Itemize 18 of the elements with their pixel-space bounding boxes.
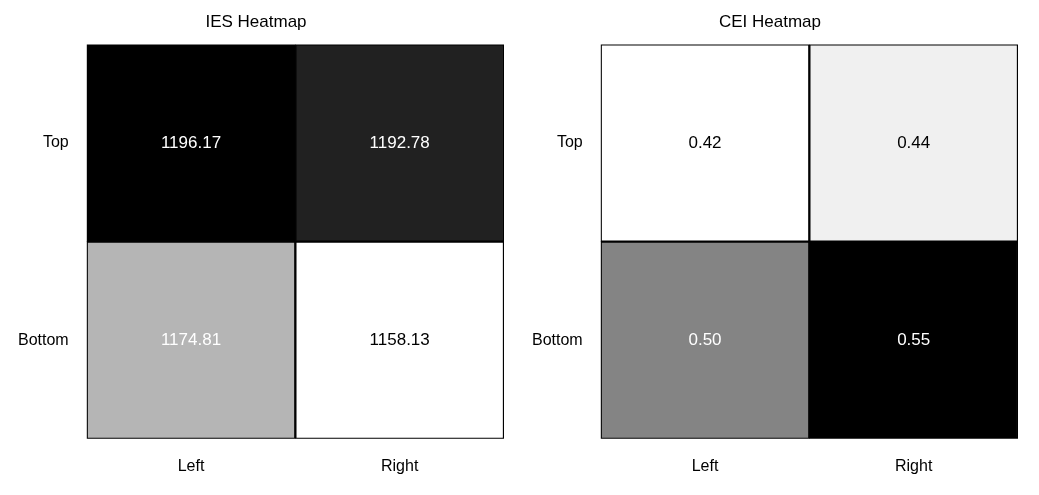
data-label: 0.55 <box>897 329 931 349</box>
data-label: 0.42 <box>688 132 722 152</box>
data-label: 0.44 <box>897 132 931 152</box>
chart-title: IES Heatmap <box>205 11 307 31</box>
x-tick-label: Left <box>691 456 719 474</box>
data-label: 0.50 <box>688 329 722 349</box>
x-tick-label: Left <box>177 456 205 474</box>
y-tick-label: Top <box>42 133 69 151</box>
data-label: 1196.17 <box>160 132 222 152</box>
x-tick-label: Right <box>894 456 933 474</box>
x-tick-label: Right <box>380 456 419 474</box>
y-tick-label: Bottom <box>18 330 69 348</box>
y-tick-label: Top <box>556 133 583 151</box>
chart-title: CEI Heatmap <box>718 11 822 31</box>
data-label: 1158.13 <box>369 329 430 349</box>
data-label: 1192.78 <box>369 132 430 152</box>
y-tick-label: Bottom <box>532 330 583 348</box>
data-label: 1174.81 <box>160 329 222 349</box>
